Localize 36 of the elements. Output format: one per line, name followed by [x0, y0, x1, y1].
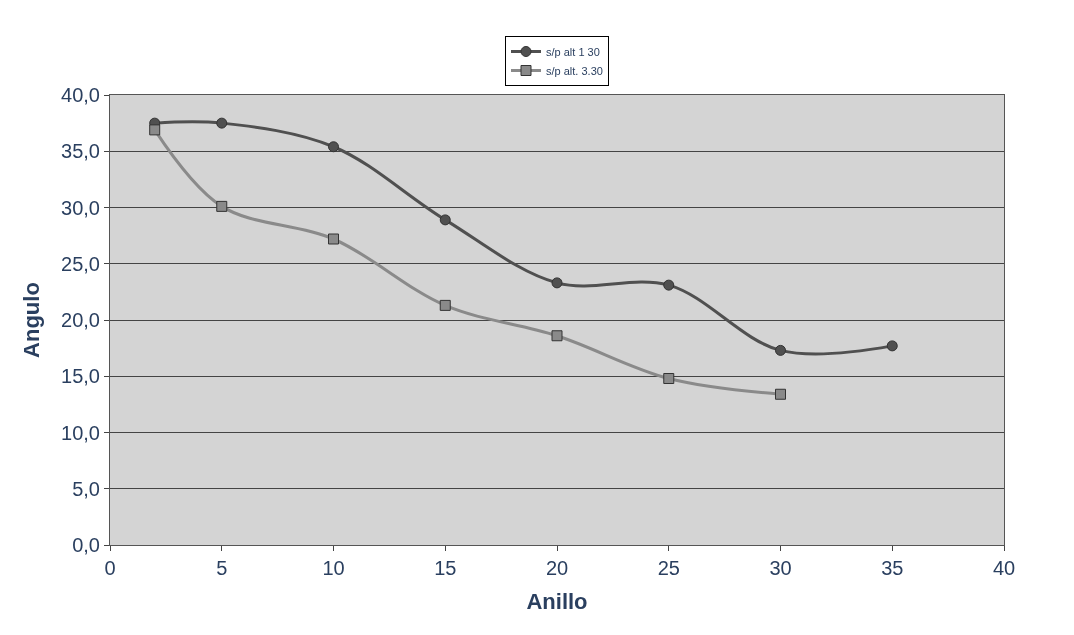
y-axis-title: Angulo: [18, 282, 44, 358]
y-tick-label: 40,0: [61, 84, 100, 106]
y-tick-label: 25,0: [61, 252, 100, 275]
legend-label: s/p alt. 3.30: [546, 64, 603, 77]
x-tick-label: 30: [769, 557, 792, 579]
y-tick-label: 10,0: [61, 421, 100, 444]
x-tick-label: 15: [434, 557, 457, 579]
point: [663, 279, 675, 291]
x-tick-label: 20: [545, 557, 569, 579]
y-tick-label: 35,0: [61, 140, 100, 163]
y-tick-label: 30,0: [61, 196, 100, 219]
point: [775, 388, 786, 400]
point: [216, 200, 228, 212]
legend-label: s/p alt 1 30: [546, 45, 600, 58]
point: [328, 233, 339, 245]
point: [149, 124, 161, 136]
point: [775, 344, 786, 356]
point: [551, 277, 563, 289]
point: [439, 299, 451, 311]
point: [551, 330, 563, 342]
y-tick-label: 15,0: [61, 365, 100, 388]
x-axis-title: Anillo: [526, 588, 588, 614]
y-tick-label: 5,0: [72, 477, 100, 500]
x-tick-label: 10: [322, 557, 345, 579]
point: [886, 340, 898, 352]
point: [216, 117, 228, 129]
x-tick-label: 25: [657, 557, 680, 579]
x-tick-label: 0: [104, 557, 116, 579]
x-tick-label: 35: [881, 557, 904, 579]
point: [439, 214, 451, 226]
y-tick-label: 20,0: [61, 309, 100, 331]
point: [328, 141, 339, 153]
y-tick-label: 0,0: [72, 534, 100, 556]
point: [663, 373, 675, 384]
x-tick-label: 40: [992, 557, 1016, 579]
x-tick-label: 5: [216, 557, 228, 579]
